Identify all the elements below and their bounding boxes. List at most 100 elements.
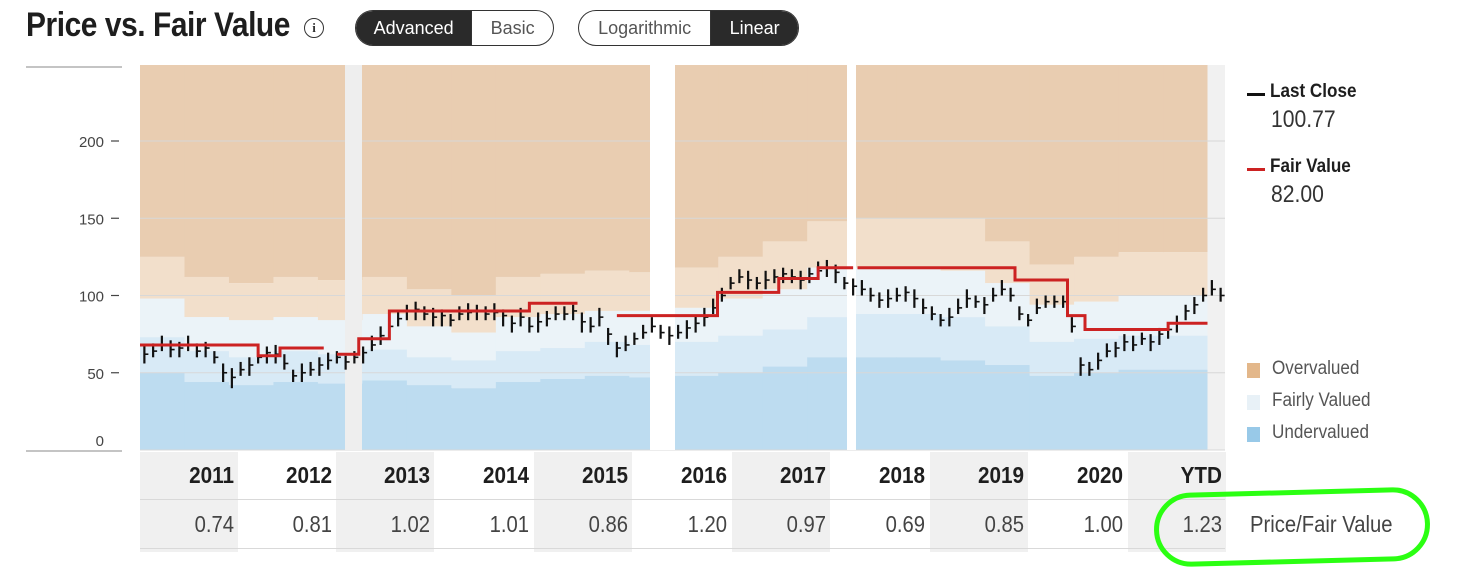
mode-toggle: Advanced Basic — [355, 10, 554, 46]
overvalued-band — [540, 65, 586, 274]
table-row-divider — [140, 548, 1225, 549]
basic-button[interactable]: Basic — [471, 11, 553, 45]
overvalued-band — [228, 65, 274, 284]
overvalued-band — [406, 65, 452, 290]
overvalued-swatch — [1247, 363, 1260, 378]
overvalued-band — [406, 289, 452, 327]
overvalued-band — [273, 65, 319, 277]
overvalued-band — [273, 276, 319, 318]
table-col-bg — [534, 452, 632, 552]
overvalued-band — [807, 221, 853, 268]
logarithmic-button[interactable]: Logarithmic — [598, 17, 692, 38]
fairly-valued-band — [140, 298, 185, 338]
fairly-valued-band — [273, 317, 319, 352]
last-close-legend-swatch — [1247, 93, 1265, 96]
fairly-valued-band — [896, 267, 942, 315]
fairly-valued-band — [362, 314, 408, 350]
chart-gap — [650, 65, 675, 450]
chart-gap — [847, 65, 856, 450]
price-fair-value-ratio: 0.86 — [588, 511, 628, 537]
overvalued-band — [584, 65, 630, 271]
year-label: 2018 — [878, 462, 925, 488]
fairly-valued-band — [1074, 301, 1120, 339]
table-col-bg — [1128, 452, 1226, 552]
y-tick-label: 150 — [79, 211, 104, 228]
undervalued-band — [540, 348, 586, 379]
table-col-bg — [140, 452, 238, 552]
undervalued-band — [851, 314, 897, 358]
undervalued-band — [1074, 372, 1120, 450]
overvalued-band — [896, 218, 942, 268]
undervalued-band — [495, 351, 541, 383]
fairly-valued-band — [406, 326, 452, 358]
overvalued-band — [673, 65, 719, 268]
undervalued-band — [140, 372, 185, 450]
overvalued-band — [140, 65, 185, 257]
y-tick-label: 50 — [87, 366, 104, 383]
undervalued-band — [451, 388, 497, 450]
fairly-valued-band — [985, 283, 1031, 327]
table-col-bg — [930, 452, 1028, 552]
overvalued-band — [228, 283, 274, 321]
undervalued-band — [362, 349, 408, 381]
undervalued-band — [851, 357, 897, 450]
year-label: 2015 — [581, 462, 628, 488]
overvalued-band — [940, 218, 986, 271]
undervalued-band — [362, 380, 408, 450]
undervalued-band — [1118, 369, 1164, 450]
year-label: 2014 — [482, 462, 529, 488]
price-fair-value-ratio: 1.02 — [390, 511, 430, 537]
fairly-valued-band — [451, 332, 497, 361]
overvalued-band — [673, 267, 719, 308]
price-fair-value-ratio: 0.97 — [786, 511, 826, 537]
undervalued-band — [184, 351, 230, 383]
undervalued-band — [406, 357, 452, 386]
overvalued-band — [807, 65, 853, 222]
undervalued-label: Undervalued — [1272, 422, 1369, 443]
table-row-divider — [140, 499, 1225, 500]
overvalued-band — [1029, 65, 1075, 265]
fairly-valued-band — [762, 289, 808, 330]
undervalued-band — [762, 366, 808, 450]
undervalued-band — [451, 360, 497, 389]
undervalued-band — [940, 317, 986, 361]
undervalued-band — [985, 326, 1031, 366]
year-label: 2013 — [383, 462, 430, 488]
page-title: Price vs. Fair Value — [26, 6, 290, 44]
fair-value-legend-swatch — [1247, 168, 1265, 171]
overvalued-band — [495, 65, 541, 277]
year-label: YTD — [1180, 462, 1222, 488]
undervalued-band — [540, 378, 586, 450]
undervalued-band — [1029, 341, 1075, 376]
y-tick-label: 200 — [79, 134, 104, 151]
undervalued-band — [1163, 335, 1208, 370]
undervalued-band — [228, 385, 274, 450]
year-label: 2017 — [779, 462, 826, 488]
price-fair-value-ratio: 0.81 — [292, 511, 332, 537]
undervalued-band — [807, 317, 853, 358]
fairly-valued-band — [718, 298, 764, 336]
price-fair-value-ratio: 0.85 — [984, 511, 1024, 537]
year-label: 2020 — [1076, 462, 1123, 488]
undervalued-band — [495, 382, 541, 450]
price-fair-value-ratio: 0.74 — [194, 511, 234, 537]
advanced-button[interactable]: Advanced — [356, 11, 472, 45]
overvalued-band — [362, 65, 408, 277]
undervalued-band — [1163, 369, 1208, 450]
year-label: 2016 — [680, 462, 727, 488]
undervalued-band — [718, 335, 764, 373]
year-label: 2012 — [285, 462, 332, 488]
highlight-annotation — [1153, 486, 1431, 568]
price-fair-value-ratio: 0.69 — [885, 511, 925, 537]
table-col-bg — [732, 452, 830, 552]
chart-gap — [345, 65, 362, 450]
overvalued-band — [762, 65, 808, 242]
price-fair-value-row-label: Price/Fair Value — [1250, 511, 1393, 537]
price-fair-value-ratio: 1.20 — [687, 511, 727, 537]
undervalued-band — [807, 357, 853, 450]
table-col-bg — [336, 452, 434, 552]
undervalued-band — [584, 375, 630, 450]
linear-button[interactable]: Linear — [710, 11, 798, 45]
undervalued-band — [985, 365, 1031, 450]
info-icon[interactable]: i — [304, 18, 324, 38]
